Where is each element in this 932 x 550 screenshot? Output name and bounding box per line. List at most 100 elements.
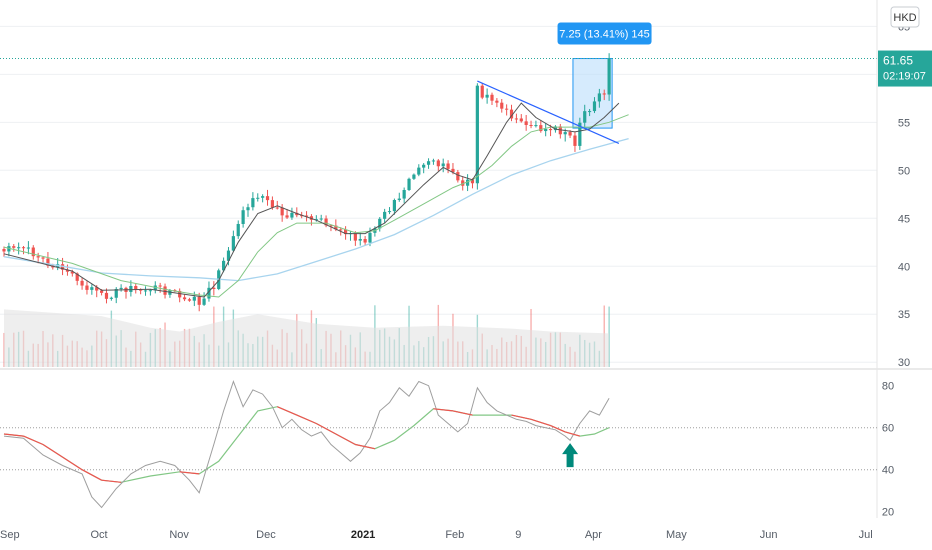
candle-body <box>148 290 152 292</box>
rsi-tick-label: 60 <box>882 423 894 435</box>
candle-body <box>95 287 99 291</box>
moving-average-fast <box>3 102 620 298</box>
candle-body <box>573 135 577 146</box>
candle-body <box>70 271 74 274</box>
candle-body <box>563 132 567 135</box>
candle-body <box>495 100 499 103</box>
candle-body <box>319 218 323 220</box>
time-tick-label: Apr <box>585 529 602 541</box>
candle-body <box>407 178 411 190</box>
candle-body <box>368 232 372 243</box>
candle-body <box>163 286 167 295</box>
candle-body <box>119 287 123 289</box>
candle-body <box>426 161 431 165</box>
candle-body <box>197 296 201 305</box>
candle-body <box>41 257 45 259</box>
candle-body <box>431 160 436 162</box>
rsi-signal-segment <box>277 406 298 416</box>
candle-body <box>412 174 416 179</box>
candle-body <box>417 167 421 175</box>
rsi-tick-label: 20 <box>882 507 894 519</box>
price-tick-label: 45 <box>898 213 910 225</box>
time-tick-label: Oct <box>91 529 108 541</box>
rsi-signal-segment <box>511 414 532 420</box>
candle-body <box>534 125 538 127</box>
price-tick-label: 55 <box>898 117 910 129</box>
candle-body <box>100 290 104 293</box>
candle-body <box>256 197 260 199</box>
candle-body <box>602 93 606 95</box>
candle-body <box>153 285 157 291</box>
candle-body <box>578 122 582 146</box>
time-tick-label: Jul <box>859 529 873 541</box>
rsi-signal-segment <box>355 443 376 450</box>
candle-body <box>90 287 94 290</box>
rsi-tick-label: 40 <box>882 465 894 477</box>
candle-body <box>339 229 343 231</box>
candle-body <box>461 180 465 186</box>
rsi-signal-segment <box>23 435 44 446</box>
candle-body <box>85 285 89 290</box>
candle-body <box>344 229 348 235</box>
candle-body <box>597 93 601 102</box>
candle-body <box>509 109 514 119</box>
price-tick-label: 40 <box>898 261 910 273</box>
candle-body <box>314 219 318 221</box>
candle-body <box>182 297 187 300</box>
trendline[interactable] <box>477 80 620 144</box>
candle-body <box>490 94 494 101</box>
candle-body <box>158 285 162 287</box>
candle-body <box>485 94 489 98</box>
candle-body <box>363 238 367 243</box>
rsi-signal-segment <box>101 479 122 483</box>
price-tick-label: 35 <box>898 309 910 321</box>
candle-body <box>519 118 523 122</box>
candle-body <box>143 290 148 292</box>
candle-body <box>548 129 553 131</box>
candle-body <box>505 108 509 110</box>
candle-body <box>192 296 196 301</box>
candle-body <box>207 287 211 299</box>
candle-body <box>475 85 479 184</box>
candle-body <box>568 132 572 136</box>
candle-body <box>139 289 143 291</box>
rsi-signal-segment <box>452 410 473 416</box>
time-axis[interactable]: Sep Oct Nov Dec 2021 Feb 9 Apr May Jun Jul <box>0 529 873 541</box>
candle-body <box>31 247 35 257</box>
candle-body <box>441 163 445 167</box>
candle-body <box>104 292 109 299</box>
rsi-signal-segment <box>550 425 566 433</box>
candle-body <box>65 269 70 272</box>
candle-body <box>114 288 118 298</box>
candle-body <box>524 121 528 125</box>
price-range-measure[interactable] <box>572 58 613 129</box>
candle-body <box>129 285 133 292</box>
measure-label: 7.25 (13.41%) 145 <box>557 22 652 45</box>
candle-body <box>397 198 401 201</box>
currency-badge[interactable]: HKD <box>890 6 920 28</box>
candle-body <box>514 118 518 120</box>
rsi-axis[interactable]: 20 40 60 80 <box>882 381 894 519</box>
candle-body <box>553 126 558 131</box>
candle-body <box>134 285 138 290</box>
candle-body <box>378 218 382 229</box>
rsi-signal-segment <box>433 408 454 412</box>
candle-body <box>26 247 30 249</box>
price-axis[interactable]: 3035404550556065 <box>898 21 910 369</box>
candle-body <box>529 124 533 126</box>
candle-body <box>246 207 250 211</box>
time-tick-label: Feb <box>445 529 464 541</box>
price-tick-label: 50 <box>898 165 910 177</box>
candle-body <box>265 196 270 201</box>
candle-body <box>583 111 587 123</box>
time-tick-label: Jun <box>760 529 778 541</box>
last-price-value: 61.65 <box>883 54 913 68</box>
time-tick-label: Dec <box>256 529 276 541</box>
candle-body <box>202 298 206 305</box>
currency-label: HKD <box>893 12 916 24</box>
volume-bar <box>608 306 610 367</box>
candlestick-series <box>2 53 611 312</box>
price-tick-label: 30 <box>898 357 910 369</box>
up-arrow-icon <box>562 443 579 468</box>
